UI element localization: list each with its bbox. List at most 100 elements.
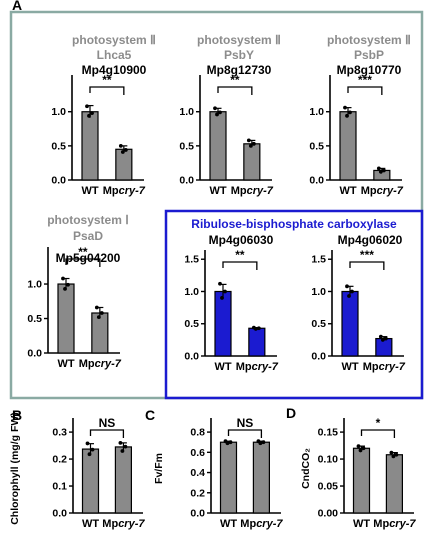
x-tick-label: WT <box>214 361 231 373</box>
y-tick-label: 0.0 <box>27 348 42 360</box>
y-tick-label: 1.0 <box>27 279 42 291</box>
chart-9: CndCO₂ 0.00 0.05 0.10 0.15 WT Mpcry-7 * <box>300 416 416 530</box>
data-point <box>389 450 394 455</box>
bar <box>219 441 238 514</box>
chart-title-line: Mp5g04200 <box>56 251 121 265</box>
x-tick-label: Mpcry-7 <box>102 518 145 530</box>
data-point <box>90 447 95 452</box>
y-tick-label: 1.5 <box>311 254 326 266</box>
data-point <box>378 334 383 339</box>
chart-title-line: photosystem Ⅱ <box>327 33 411 47</box>
significance-label: ** <box>235 248 245 262</box>
bar <box>214 290 232 357</box>
data-point <box>251 141 256 146</box>
data-point <box>213 106 217 111</box>
data-point <box>120 150 125 154</box>
bar <box>209 111 227 181</box>
panel-letter-d: D <box>286 405 296 421</box>
bar <box>115 148 133 181</box>
x-tick-label: WT <box>57 358 74 370</box>
bar <box>114 446 133 514</box>
data-point <box>361 446 366 451</box>
data-point <box>345 113 349 118</box>
data-point <box>246 138 251 143</box>
y-tick-label: 0.05 <box>318 481 339 493</box>
chart-7: Chlorophyll (mg/g FW) 0.0 0.1 0.2 0.3 WT Mpcry… <box>9 412 145 530</box>
chart-8: Fv/Fm 0.0 0.2 0.4 0.6 0.8 WT Mpcry-7 NS <box>153 416 283 530</box>
chart-title-line: PsaD <box>73 229 103 243</box>
y-tick-label: 0.0 <box>179 175 194 187</box>
chart-title-line: Mp4g10900 <box>82 63 147 77</box>
significance-bracket <box>227 429 263 438</box>
y-tick-label: 1.5 <box>184 254 199 266</box>
y-tick-label: 0.0 <box>51 175 66 187</box>
x-tick-label: Mpcry-7 <box>231 185 274 197</box>
significance-bracket <box>65 258 101 267</box>
y-tick-label: 1.0 <box>309 106 324 118</box>
bar <box>81 111 99 181</box>
significance-bracket <box>217 86 253 95</box>
data-point <box>87 113 91 118</box>
data-point <box>123 444 128 449</box>
x-tick-label: Mpcry-7 <box>361 185 404 197</box>
bar <box>385 454 403 514</box>
y-tick-label: 1.0 <box>311 286 326 298</box>
x-tick-label: Mpcry-7 <box>373 518 416 530</box>
y-tick-label: 0.0 <box>309 175 324 187</box>
data-point <box>96 315 101 320</box>
y-tick-label: 0.0 <box>184 351 199 363</box>
data-point <box>61 276 65 281</box>
data-point <box>378 169 383 174</box>
chart-title-line: Mp8g12730 <box>207 63 272 77</box>
y-tick-label: 0.5 <box>311 318 326 330</box>
significance-bracket <box>222 261 258 270</box>
chart-title-line: Mp4g06020 <box>338 233 403 247</box>
data-point <box>225 441 230 446</box>
data-point <box>120 449 125 453</box>
bar <box>81 448 100 514</box>
y-tick-label: 0.0 <box>190 508 205 520</box>
data-point <box>248 143 253 148</box>
y-tick-label: 0.5 <box>184 318 199 330</box>
y-tick-label: 0.10 <box>318 454 339 466</box>
data-point <box>376 166 381 171</box>
data-point <box>63 286 67 291</box>
significance-bracket <box>349 261 385 270</box>
panel-letter-c: C <box>145 407 155 423</box>
bar <box>352 447 371 514</box>
data-point <box>85 441 90 446</box>
bar <box>57 283 75 354</box>
y-axis-label: CndCO₂ <box>300 448 312 489</box>
chart-title-line: Mp8g10770 <box>337 63 402 77</box>
y-tick-label: 0.6 <box>190 447 205 459</box>
chart-5: Mp4g06030 0.0 0.5 1.0 1.5 WT Mpcry-7 ** <box>184 233 278 373</box>
y-tick-label: 0.5 <box>27 313 42 325</box>
x-tick-label: WT <box>353 518 370 530</box>
data-point <box>261 440 266 445</box>
significance-label: *** <box>358 73 372 87</box>
significance-bracket <box>360 429 396 438</box>
bar <box>252 441 270 514</box>
data-point <box>356 444 361 449</box>
chart-4: photosystem Ⅰ PsaD Mp5g04200 0.0 0.5 1.0 WT Mpc… <box>27 213 128 370</box>
x-tick-label: Mpcry-7 <box>103 185 146 197</box>
x-tick-label: WT <box>341 361 358 373</box>
x-tick-label: WT <box>81 185 98 197</box>
data-point <box>258 441 263 446</box>
y-tick-label: 0.1 <box>52 481 67 493</box>
bar <box>248 327 266 357</box>
y-tick-label: 0.0 <box>52 508 67 520</box>
y-tick-label: 0.0 <box>311 351 326 363</box>
y-tick-label: 1.0 <box>51 106 66 118</box>
chart-6: Mp4g06020 0.0 0.5 1.0 1.5 WT Mpcry-7 *** <box>311 233 405 373</box>
y-tick-label: 0.5 <box>51 140 66 152</box>
y-tick-label: 0.2 <box>190 487 205 499</box>
data-point <box>358 448 363 453</box>
data-point <box>394 452 399 457</box>
chart-title-line: photosystem Ⅰ <box>47 213 129 227</box>
data-point <box>345 284 349 289</box>
y-tick-label: 0.15 <box>318 427 339 439</box>
data-point <box>380 337 385 342</box>
